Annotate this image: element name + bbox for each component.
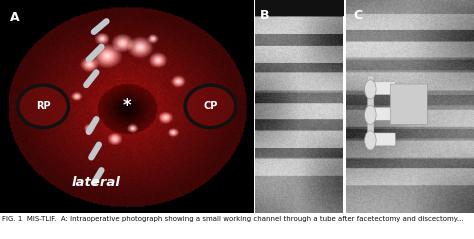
Circle shape — [365, 80, 376, 99]
Text: lateral: lateral — [72, 176, 121, 189]
Text: B: B — [260, 9, 270, 22]
FancyBboxPatch shape — [368, 133, 395, 146]
Text: FIG. 1  MIS-TLIF.  A: Intraoperative photograph showing a small working channel : FIG. 1 MIS-TLIF. A: Intraoperative photo… — [2, 216, 464, 222]
Circle shape — [365, 105, 376, 125]
Circle shape — [365, 131, 376, 150]
Circle shape — [18, 85, 68, 128]
Text: CP: CP — [203, 101, 218, 111]
FancyBboxPatch shape — [368, 82, 395, 95]
Text: *: * — [122, 97, 131, 115]
FancyBboxPatch shape — [390, 84, 427, 125]
FancyBboxPatch shape — [368, 107, 395, 120]
Text: A: A — [10, 11, 20, 24]
Circle shape — [185, 85, 236, 128]
Text: C: C — [354, 9, 363, 22]
FancyBboxPatch shape — [367, 76, 374, 150]
Text: RP: RP — [36, 101, 50, 111]
